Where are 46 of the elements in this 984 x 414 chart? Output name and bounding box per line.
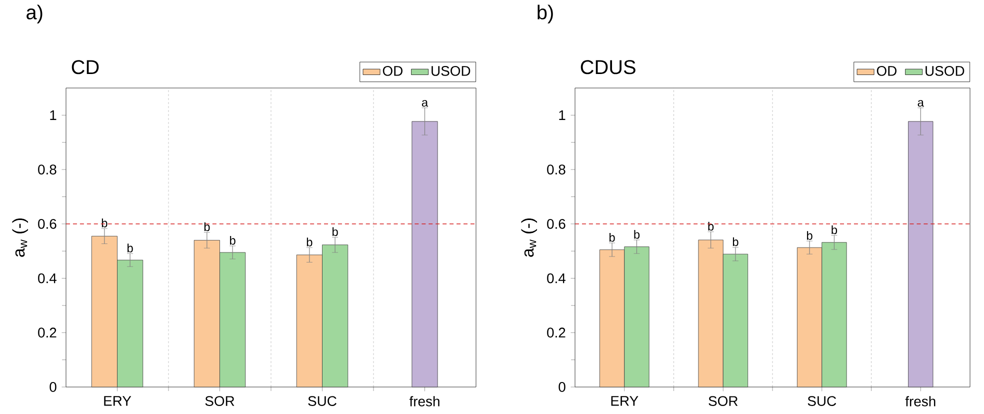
y-tick-label: 0: [558, 382, 566, 392]
data-label: a: [422, 100, 428, 107]
y-tick-label: 0.2: [547, 328, 566, 338]
bar: [412, 121, 438, 388]
data-label: b: [732, 237, 738, 246]
y-tick-label: 0.8: [547, 164, 566, 174]
x-tick-label: SOR: [708, 396, 738, 406]
legend-label: USOD: [926, 66, 964, 76]
y-tick-label: 1: [559, 110, 566, 120]
data-label: b: [204, 222, 210, 232]
x-tick-label: ERY: [611, 396, 638, 406]
y-tick-label: 0.2: [38, 328, 56, 338]
y-tick-label: 0.6: [547, 218, 566, 229]
data-label: b: [806, 231, 812, 240]
data-label: b: [230, 236, 236, 245]
data-label: b: [306, 238, 312, 246]
legend-label: OD: [876, 66, 896, 76]
y-tick-label: 0.4: [38, 273, 56, 284]
data-label: b: [609, 232, 615, 242]
data-label: b: [332, 227, 338, 236]
x-tick-label: SUC: [308, 396, 336, 406]
data-label: a: [918, 100, 924, 107]
y-tick-label: 1: [50, 110, 56, 120]
data-label: b: [708, 222, 714, 231]
bar: [908, 121, 934, 388]
y-tick-label: 0.8: [38, 164, 56, 174]
legend-label: USOD: [432, 66, 470, 76]
x-tick-label: fresh: [409, 396, 440, 406]
x-tick-label: ERY: [104, 396, 132, 406]
data-label: b: [102, 218, 108, 228]
text: a): [26, 4, 42, 24]
data-label: b: [634, 230, 640, 239]
y-axis-title: a$_{w}$ (-): [521, 218, 538, 257]
y-axis-title: a$_{w}$ (-): [12, 218, 28, 257]
legend-label: OD: [382, 66, 402, 76]
y-tick-label: 0.4: [547, 273, 566, 284]
chart-title: CDUS: [580, 60, 636, 74]
data-label: b: [128, 244, 133, 252]
data-label: b: [832, 225, 838, 234]
x-tick-label: SOR: [205, 396, 234, 406]
x-tick-label: SUC: [808, 396, 836, 406]
chart-title: CD: [72, 60, 99, 74]
y-tick-label: 0.6: [38, 218, 56, 229]
text: b): [538, 4, 553, 24]
y-tick-label: 0: [50, 382, 56, 392]
x-tick-label: fresh: [905, 396, 936, 406]
